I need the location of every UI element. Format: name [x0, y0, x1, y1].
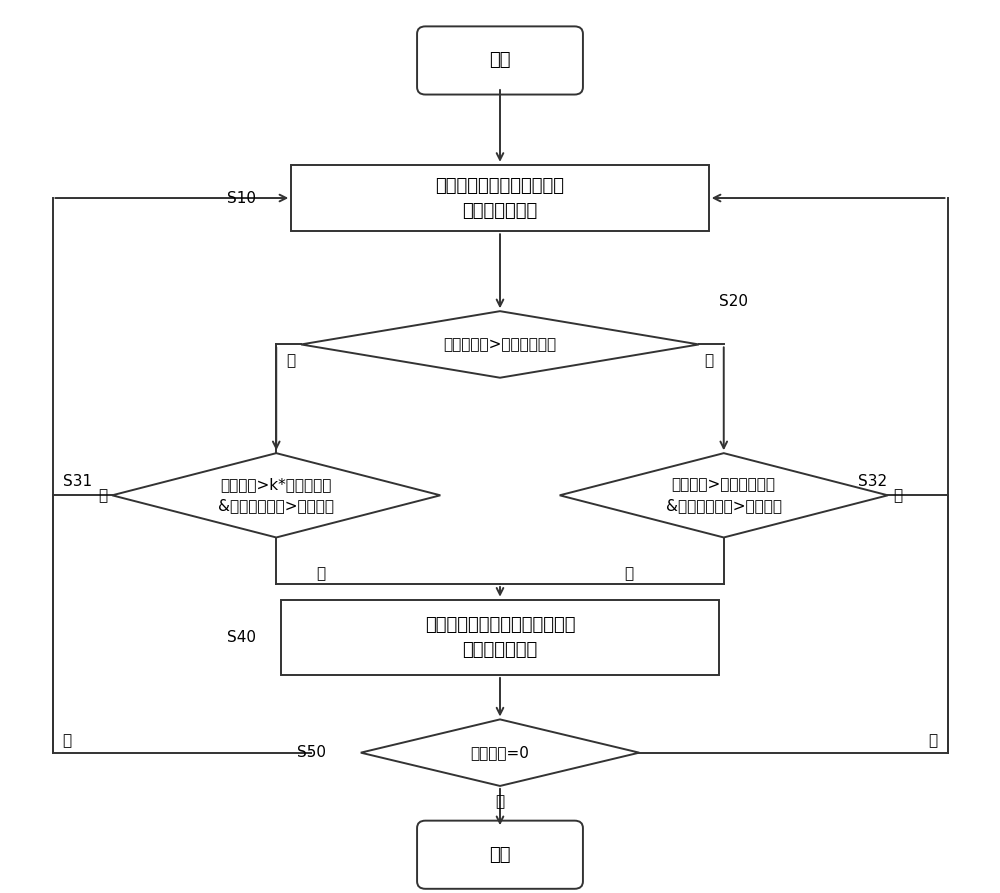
Text: S20: S20 [719, 294, 748, 309]
Bar [291, 164, 709, 231]
Text: 是: 是 [316, 566, 326, 581]
Text: 否: 否 [893, 488, 902, 503]
FancyBboxPatch shape [417, 27, 583, 95]
Text: 记录带载伸缩、伸缩长度累加值
和其他工况信息: 记录带载伸缩、伸缩长度累加值 和其他工况信息 [425, 616, 575, 659]
Text: 否: 否 [62, 733, 72, 748]
Text: 吊载重量=0: 吊载重量=0 [471, 745, 529, 760]
Text: 是: 是 [495, 795, 505, 809]
Text: 否: 否 [98, 488, 107, 503]
Text: S32: S32 [858, 474, 887, 489]
Polygon shape [560, 453, 888, 538]
Polygon shape [361, 720, 639, 786]
Text: 否: 否 [928, 733, 938, 748]
Text: 结束: 结束 [489, 846, 511, 864]
Text: 监测额定起重量、吊载重量
和吊臂伸缩长度: 监测额定起重量、吊载重量 和吊臂伸缩长度 [436, 177, 564, 220]
Text: 否: 否 [705, 354, 714, 368]
Text: 是: 是 [286, 354, 295, 368]
Text: 是: 是 [625, 566, 634, 581]
Polygon shape [112, 453, 440, 538]
Text: S31: S31 [63, 474, 92, 489]
Polygon shape [301, 311, 699, 378]
Bar [281, 599, 719, 675]
Text: 吊载重量>k*额定起重量
&吊臂伸缩长度>长度阈值: 吊载重量>k*额定起重量 &吊臂伸缩长度>长度阈值 [218, 478, 334, 513]
Text: S50: S50 [297, 745, 326, 760]
Text: S40: S40 [227, 630, 256, 645]
Text: 开始: 开始 [489, 52, 511, 70]
Text: 额定起重量>第一重量阈值: 额定起重量>第一重量阈值 [443, 337, 557, 352]
FancyBboxPatch shape [417, 821, 583, 889]
Text: S10: S10 [227, 190, 256, 205]
Text: 吊载重量>第二重量阈值
&吊臂伸缩长度>长度阈值: 吊载重量>第二重量阈值 &吊臂伸缩长度>长度阈值 [666, 478, 782, 513]
